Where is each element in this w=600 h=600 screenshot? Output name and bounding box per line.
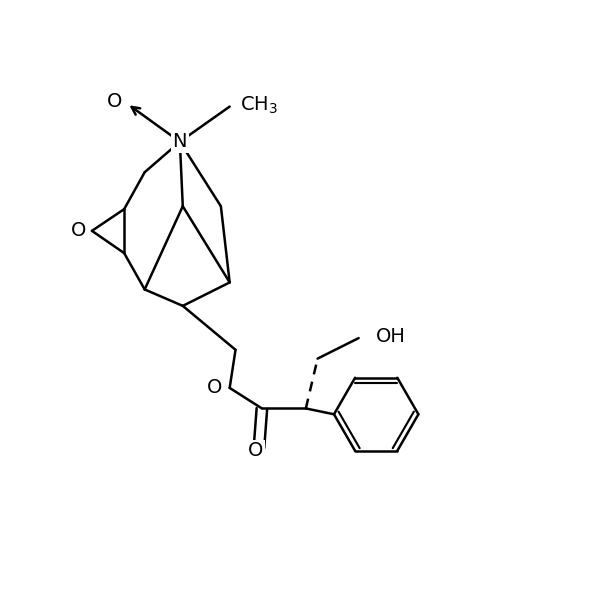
Text: O: O: [208, 379, 223, 397]
Text: CH$_3$: CH$_3$: [240, 95, 278, 116]
Text: O: O: [107, 92, 122, 111]
Text: O: O: [248, 441, 264, 460]
Text: O: O: [71, 221, 87, 241]
Text: N: N: [173, 132, 187, 151]
Text: OH: OH: [376, 328, 406, 346]
